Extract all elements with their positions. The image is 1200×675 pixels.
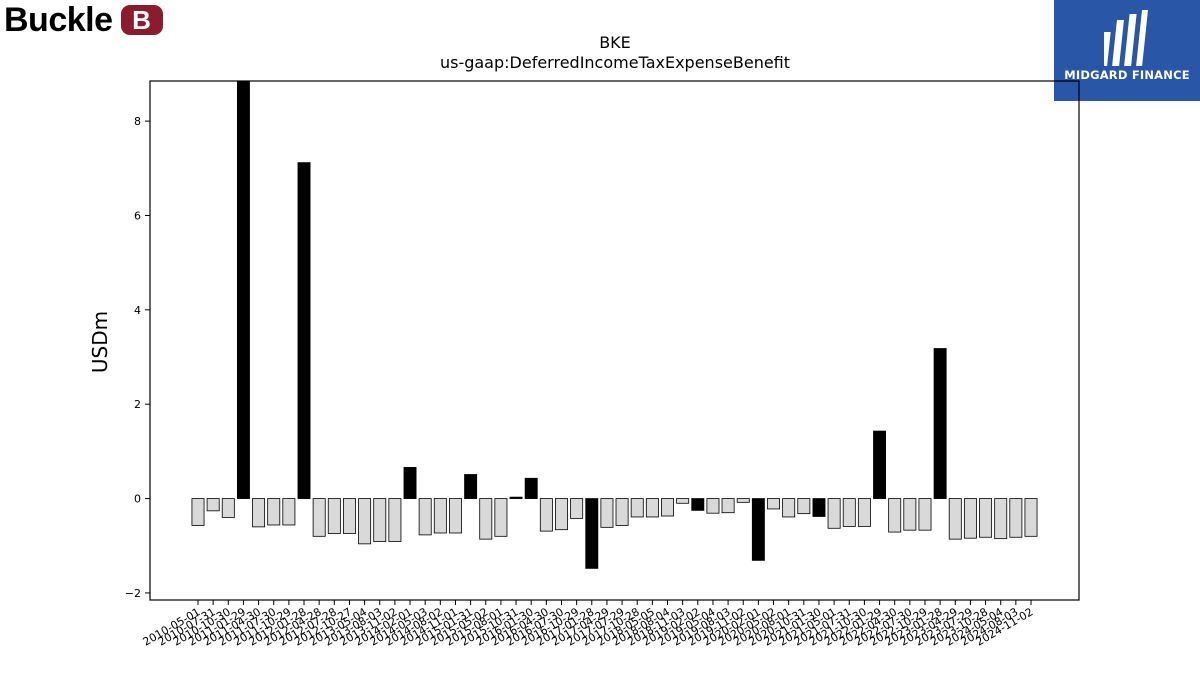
midgard-logo-icon [1104, 10, 1148, 66]
y-tick-label: 2 [134, 398, 141, 411]
bar [585, 498, 599, 569]
bar [812, 498, 826, 517]
bar [903, 498, 917, 531]
bar [358, 498, 372, 545]
bar [842, 498, 856, 527]
buckle-logo-text: Buckle [4, 1, 113, 39]
y-tick-label: 0 [134, 493, 141, 506]
bar [630, 498, 644, 518]
bar [979, 498, 993, 538]
bar [403, 467, 417, 499]
bar [464, 474, 478, 499]
bar [236, 80, 250, 499]
y-tick-label: 8 [134, 115, 141, 128]
bar [751, 498, 765, 561]
bar [388, 498, 402, 542]
bar [706, 498, 720, 514]
bar [418, 498, 432, 536]
bar [539, 498, 553, 532]
bar [479, 498, 493, 540]
bar [449, 498, 462, 534]
bar [963, 498, 977, 539]
bar [873, 430, 887, 499]
y-tick-label: 4 [134, 304, 141, 317]
buckle-logo-mark: B [120, 5, 163, 35]
bar [327, 498, 341, 534]
bar [282, 498, 296, 526]
bar [888, 498, 902, 533]
bar [994, 498, 1008, 540]
bar [191, 498, 205, 526]
bar [782, 498, 796, 518]
axis-layer: 2010-05-012010-07-312010-10-302011-01-29… [125, 115, 1036, 648]
bar [948, 498, 962, 540]
bar [736, 498, 750, 503]
bar [555, 498, 568, 531]
bar [1009, 498, 1023, 538]
bar [857, 498, 871, 527]
bar [221, 498, 235, 518]
bar [615, 498, 629, 526]
bar [252, 498, 266, 528]
bar [600, 498, 614, 528]
midgard-finance-watermark: MIDGARD FINANCE [1054, 0, 1200, 101]
bar [721, 498, 735, 514]
bar [661, 498, 674, 517]
bar [918, 498, 932, 531]
bar [206, 498, 220, 512]
bar [645, 498, 659, 518]
buckle-logo: Buckle B [4, 2, 163, 38]
bar [312, 498, 326, 537]
bar [933, 348, 947, 499]
bar [342, 498, 356, 534]
bar [691, 498, 705, 511]
bar [373, 498, 387, 542]
bar [570, 498, 584, 519]
y-axis-label: USDm [88, 311, 112, 373]
midgard-logo-text: MIDGARD FINANCE [1064, 68, 1190, 82]
bar [524, 477, 538, 499]
bar [1024, 498, 1038, 537]
bar [767, 498, 780, 510]
plot-frame [149, 80, 1080, 601]
y-tick-label: −2 [125, 587, 141, 600]
chart-subtitle: us-gaap:DeferredIncomeTaxExpenseBenefit [440, 53, 790, 72]
bar [297, 162, 311, 499]
bar [267, 498, 281, 526]
chart-title: BKE [599, 33, 631, 52]
y-tick-label: 6 [134, 209, 141, 222]
bar [827, 498, 841, 529]
bar [433, 498, 447, 534]
bars-layer [191, 80, 1038, 569]
bar [494, 498, 508, 537]
bar [509, 496, 523, 499]
bar [797, 498, 811, 515]
bar [676, 498, 690, 504]
